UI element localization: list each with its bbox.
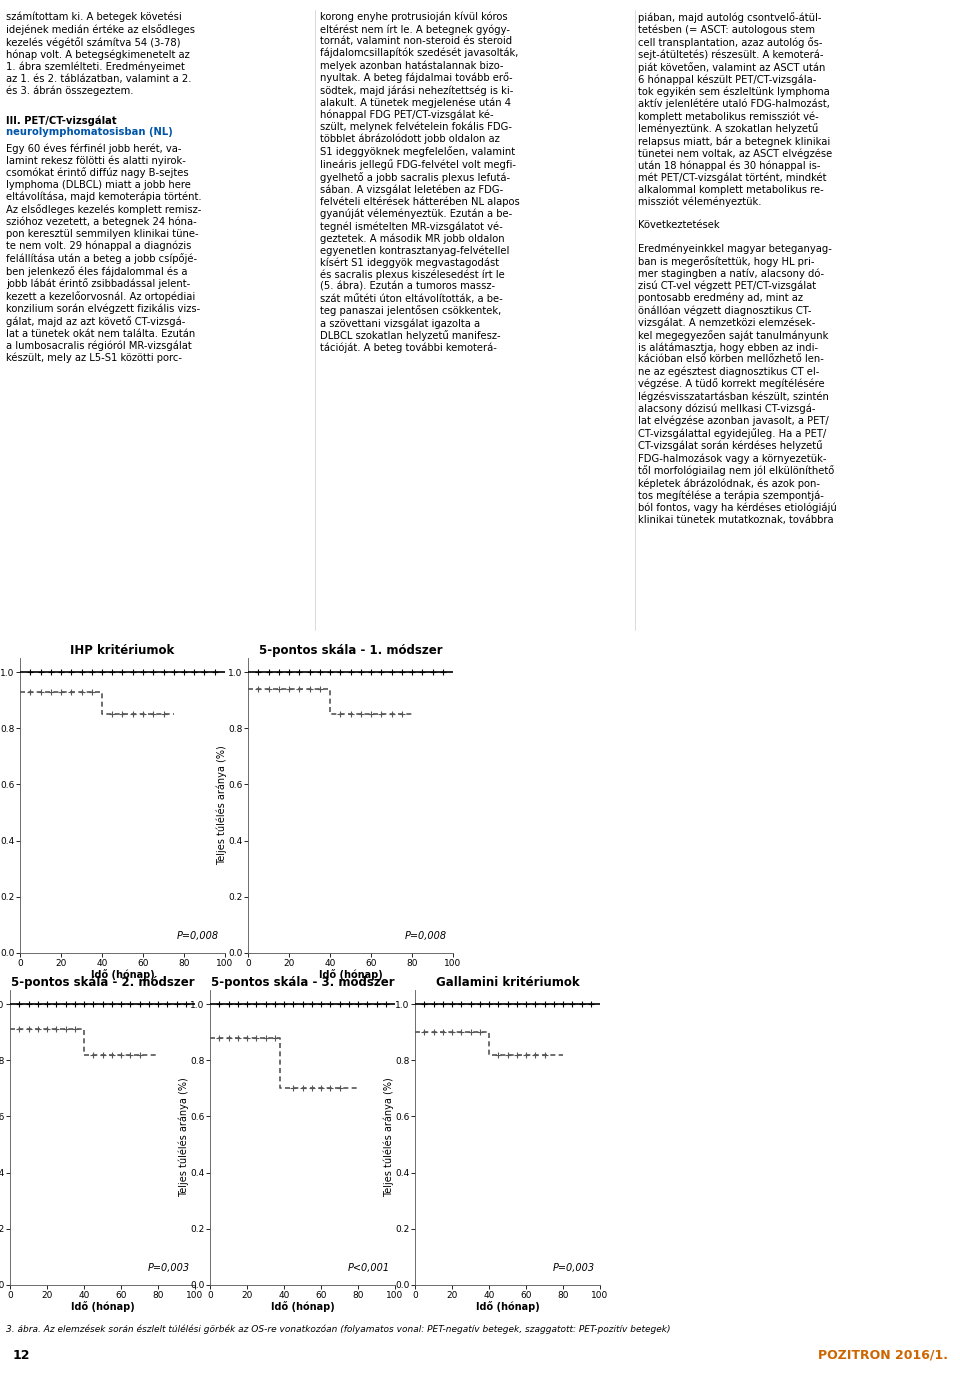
Text: korong enyhe protrusioján kívül kóros
eltérést nem írt le. A betegnek gyógy-
tor: korong enyhe protrusioján kívül kóros el…: [320, 12, 519, 353]
Title: 5-pontos skála - 1. módszer: 5-pontos skála - 1. módszer: [258, 644, 443, 657]
Text: számítottam ki. A betegek követési
idejének medián értéke az elsődleges
kezelés : számítottam ki. A betegek követési idejé…: [6, 12, 195, 119]
X-axis label: Idő (hónap): Idő (hónap): [319, 969, 382, 980]
Y-axis label: Teljes túlélés aránya (%): Teljes túlélés aránya (%): [216, 746, 227, 865]
X-axis label: Idő (hónap): Idő (hónap): [90, 969, 155, 980]
Text: P=0,008: P=0,008: [177, 931, 219, 941]
X-axis label: Idő (hónap): Idő (hónap): [475, 1301, 540, 1312]
Text: piában, majd autológ csontvelő-átül-
tetésben (= ASCT: autologous stem
cell tran: piában, majd autológ csontvelő-átül- tet…: [638, 12, 837, 525]
X-axis label: Idő (hónap): Idő (hónap): [271, 1301, 334, 1312]
Y-axis label: Teljes túlélés aránya (%): Teljes túlélés aránya (%): [383, 1078, 394, 1197]
Text: 12: 12: [12, 1349, 30, 1362]
Text: P=0,008: P=0,008: [405, 931, 446, 941]
X-axis label: Idő (hónap): Idő (hónap): [71, 1301, 134, 1312]
Title: Gallamini kritériumok: Gallamini kritériumok: [436, 976, 579, 988]
Text: neurolymphomatosisban (NL): neurolymphomatosisban (NL): [6, 127, 173, 137]
Title: 5-pontos skála - 2. módszer: 5-pontos skála - 2. módszer: [11, 976, 194, 988]
Text: III. PET/CT-vizsgálat: III. PET/CT-vizsgálat: [6, 115, 116, 126]
Text: P=0,003: P=0,003: [552, 1264, 594, 1273]
Title: IHP kritériumok: IHP kritériumok: [70, 644, 175, 657]
Text: POZITRON 2016/1.: POZITRON 2016/1.: [818, 1349, 948, 1362]
Title: 5-pontos skála - 3. módszer: 5-pontos skála - 3. módszer: [210, 976, 395, 988]
Text: P<0,001: P<0,001: [348, 1264, 390, 1273]
Y-axis label: Teljes túlélés aránya (%): Teljes túlélés aránya (%): [179, 1078, 189, 1197]
Text: 3. ábra. Az elemzések során észlelt túlélési görbék az OS-re vonatkozóan (folyam: 3. ábra. Az elemzések során észlelt túlé…: [6, 1324, 670, 1334]
Text: P=0,003: P=0,003: [147, 1264, 189, 1273]
Text: Egy 60 éves férfinél jobb herét, va-
lamint rekesz fölötti és alatti nyirok-
cso: Egy 60 éves férfinél jobb herét, va- lam…: [6, 143, 202, 363]
